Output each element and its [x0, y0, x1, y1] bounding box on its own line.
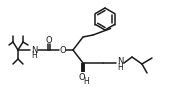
Text: O: O — [79, 73, 85, 82]
Text: H: H — [117, 63, 123, 72]
Text: N: N — [117, 58, 123, 67]
Text: O: O — [60, 45, 66, 54]
Text: O: O — [46, 35, 52, 44]
Text: N: N — [31, 45, 37, 54]
Text: H: H — [83, 77, 89, 85]
Text: H: H — [31, 50, 37, 59]
